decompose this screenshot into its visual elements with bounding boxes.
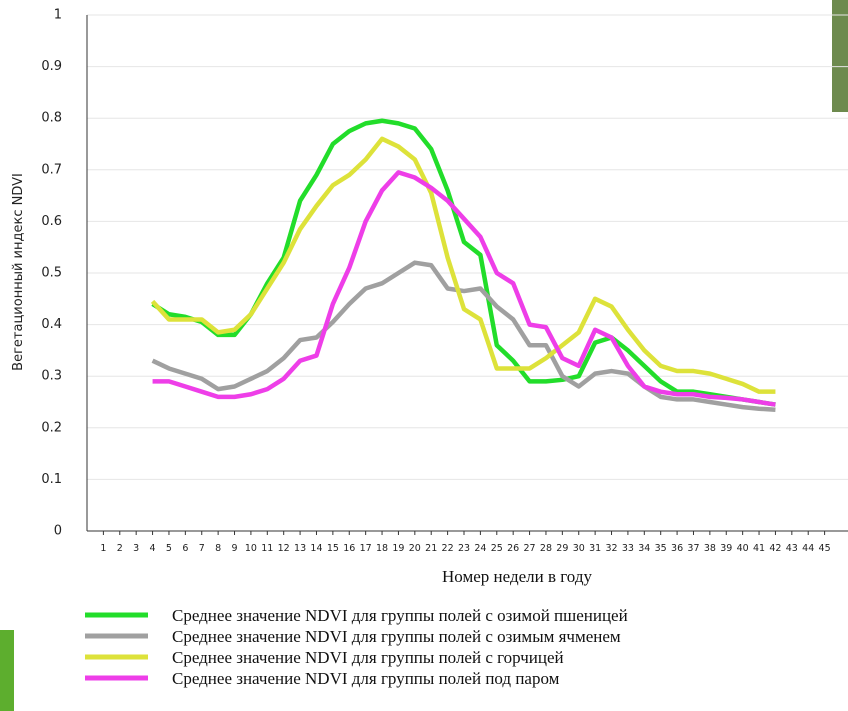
x-tick-label: 24	[474, 543, 486, 554]
series-line	[151, 260, 776, 412]
x-tick-label: 31	[589, 543, 601, 554]
x-tick-label: 40	[737, 543, 749, 554]
y-axis-label: Вегетационный индекс NDVI	[11, 173, 26, 371]
y-tick-label: 0.2	[41, 420, 62, 435]
x-tick-label: 10	[245, 543, 257, 554]
x-tick-label: 3	[133, 543, 139, 554]
x-tick-label: 28	[540, 543, 552, 554]
x-tick-label: 16	[343, 543, 355, 554]
x-tick-label: 22	[442, 543, 454, 554]
x-tick-label: 23	[458, 543, 470, 554]
x-tick-label: 36	[671, 543, 683, 554]
x-tick-label: 37	[687, 543, 699, 554]
x-axis-label: Номер недели в году	[442, 567, 592, 586]
x-tick-label: 32	[605, 543, 617, 554]
y-tick-label: 0.9	[41, 59, 62, 74]
x-tick-label: 41	[753, 543, 765, 554]
x-tick-label: 44	[802, 543, 814, 554]
legend-label: Среднее значение NDVI для группы полей п…	[172, 669, 560, 688]
y-tick-label: 0.1	[41, 472, 62, 487]
x-tick-label: 1	[100, 543, 106, 554]
x-tick-label: 18	[376, 543, 388, 554]
x-tick-label: 19	[392, 543, 404, 554]
x-tick-label: 7	[199, 543, 205, 554]
y-tick-label: 0.5	[41, 266, 62, 281]
x-tick-label: 39	[720, 543, 732, 554]
x-tick-label: 38	[704, 543, 716, 554]
y-tick-label: 0.6	[41, 214, 62, 229]
legend-label: Среднее значение NDVI для группы полей с…	[172, 648, 564, 667]
x-tick-label: 29	[556, 543, 568, 554]
series-line	[150, 136, 776, 394]
y-tick-label: 0.7	[41, 162, 62, 177]
x-tick-label: 21	[425, 543, 437, 554]
x-tick-label: 25	[491, 543, 503, 554]
x-tick-label: 20	[409, 543, 421, 554]
series-line	[152, 170, 776, 407]
background-photo-fragment	[832, 0, 848, 112]
x-tick-label: 6	[182, 543, 188, 554]
x-tick-label: 15	[327, 543, 339, 554]
y-tick-label: 1	[54, 8, 62, 23]
x-tick-label: 45	[819, 543, 831, 554]
background-photo-fragment	[0, 630, 14, 711]
x-tick-label: 33	[622, 543, 634, 554]
x-tick-label: 26	[507, 543, 519, 554]
x-tick-label: 2	[117, 543, 123, 554]
y-tick-label: 0	[54, 524, 62, 539]
x-tick-label: 27	[524, 543, 536, 554]
x-tick-label: 30	[573, 543, 585, 554]
x-tick-label: 12	[278, 543, 290, 554]
x-tick-label: 43	[786, 543, 798, 554]
legend-label: Среднее значение NDVI для группы полей с…	[172, 627, 621, 646]
x-tick-label: 42	[769, 543, 781, 554]
series-line	[151, 118, 776, 407]
y-tick-label: 0.3	[41, 369, 62, 384]
x-tick-label: 5	[166, 543, 172, 554]
legend-label: Среднее значение NDVI для группы полей с…	[172, 606, 628, 625]
x-tick-label: 11	[261, 543, 273, 554]
x-tick-label: 17	[360, 543, 372, 554]
y-tick-label: 0.8	[41, 111, 62, 126]
x-tick-label: 35	[655, 543, 667, 554]
y-tick-label: 0.4	[41, 317, 62, 332]
x-tick-label: 9	[231, 543, 237, 554]
x-tick-label: 14	[310, 543, 322, 554]
x-tick-label: 4	[150, 543, 156, 554]
x-tick-label: 34	[638, 543, 650, 554]
x-tick-label: 13	[294, 543, 306, 554]
x-tick-label: 8	[215, 543, 221, 554]
